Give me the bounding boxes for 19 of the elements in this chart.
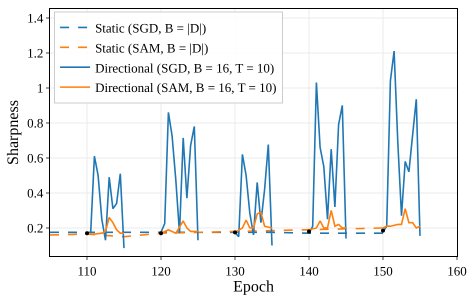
- legend-label: Directional (SGD, B = 16, T = 10): [95, 60, 274, 76]
- x-tick-label: 110: [77, 264, 97, 279]
- legend-label: Directional (SAM, B = 16, T = 10): [95, 80, 276, 96]
- y-tick-label: 1.2: [27, 45, 44, 60]
- x-tick-label: 130: [225, 264, 245, 279]
- x-tick-label: 150: [373, 264, 393, 279]
- legend-label: Static (SAM, B = |D|): [95, 40, 208, 56]
- x-tick-label: 120: [151, 264, 171, 279]
- y-tick-label: 0.8: [27, 115, 44, 130]
- legend-label: Static (SGD, B = |D|): [95, 20, 206, 36]
- y-tick-label: 0.4: [27, 185, 44, 200]
- x-axis-title: Epoch: [233, 278, 274, 296]
- x-tick-label: 140: [299, 264, 319, 279]
- y-tick-label: 1.4: [27, 10, 44, 26]
- y-tick-label: 0.6: [27, 150, 44, 166]
- y-tick-label: 1: [36, 80, 44, 96]
- y-axis-title: Sharpness: [5, 100, 22, 165]
- y-tick-label: 0.2: [27, 220, 44, 236]
- x-tick-label: 160: [447, 264, 467, 279]
